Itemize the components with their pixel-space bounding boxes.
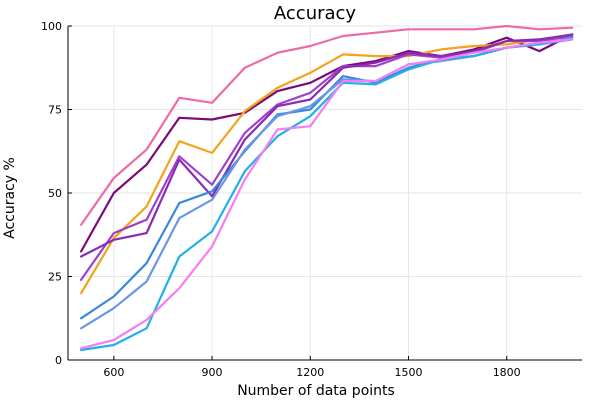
- series-layer: [79, 24, 574, 352]
- series-line-9: [79, 38, 574, 350]
- series-line-8: [79, 36, 574, 352]
- series-line-4: [79, 34, 574, 281]
- chart-title: Accuracy: [274, 3, 357, 24]
- series-line-5: [79, 33, 574, 258]
- y-ticks: 0 25 50 75 100: [41, 20, 72, 367]
- y-tick-label: 0: [55, 354, 62, 367]
- x-tick-label: 1800: [493, 366, 521, 379]
- x-tick-label: 600: [103, 366, 124, 379]
- x-tick-label: 900: [202, 366, 223, 379]
- x-axis-label: Number of data points: [237, 383, 395, 399]
- y-tick-label: 25: [48, 271, 62, 284]
- x-ticks: 600 900 1200 1500 1800: [103, 356, 521, 379]
- y-tick-label: 50: [48, 187, 62, 200]
- y-axis-label: Accuracy %: [2, 157, 18, 239]
- series-line-2: [79, 33, 574, 253]
- y-tick-label: 75: [48, 104, 62, 117]
- series-line-1: [79, 24, 574, 226]
- x-tick-label: 1500: [394, 366, 422, 379]
- x-tick-label: 1200: [296, 366, 324, 379]
- y-tick-label: 100: [41, 20, 62, 33]
